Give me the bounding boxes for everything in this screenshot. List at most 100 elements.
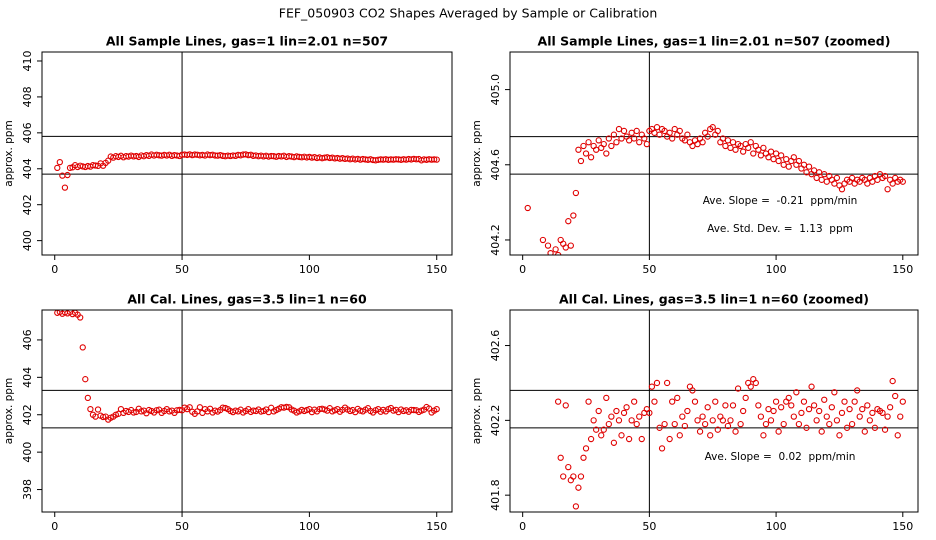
point — [575, 146, 582, 153]
y-tick-label: 401.8 — [489, 479, 502, 511]
point — [727, 417, 734, 424]
point — [587, 435, 595, 443]
x-tick-label: 0 — [519, 520, 526, 533]
point — [651, 398, 658, 405]
point — [831, 389, 838, 396]
point — [176, 406, 183, 414]
plot-area — [510, 52, 918, 255]
point — [600, 140, 607, 148]
point — [585, 398, 592, 405]
x-tick-label: 50 — [175, 520, 189, 533]
point — [892, 392, 899, 400]
point — [567, 242, 574, 249]
point — [780, 420, 787, 428]
point — [750, 150, 757, 157]
point — [790, 154, 797, 161]
point — [897, 413, 904, 420]
point — [823, 413, 830, 420]
point — [788, 402, 795, 409]
y-axis-label: approx. ppm — [3, 378, 15, 444]
point — [666, 129, 673, 136]
point — [747, 139, 754, 146]
y-tick-label: 404 — [21, 367, 34, 388]
point — [778, 404, 785, 411]
point — [554, 398, 562, 405]
point — [625, 435, 633, 443]
point — [674, 394, 681, 402]
y-axis-label: approx. ppm — [471, 120, 483, 186]
point — [600, 426, 607, 433]
point — [130, 409, 137, 416]
panel: All Sample Lines, gas=1 lin=2.01 n=507 ap… — [3, 34, 453, 276]
point — [656, 424, 663, 431]
point — [605, 135, 612, 142]
point — [656, 131, 663, 138]
panel: All Cal. Lines, gas=3.5 lin=1 n=60 approx… — [3, 292, 453, 533]
point — [843, 424, 851, 431]
point — [884, 186, 891, 193]
point — [562, 402, 569, 409]
y-tick-label: 406 — [21, 122, 34, 143]
point — [433, 156, 440, 163]
point — [603, 394, 610, 402]
y-tick-label: 404 — [21, 158, 34, 179]
panel-title: All Sample Lines, gas=1 lin=2.01 n=507 — [106, 34, 388, 49]
x-tick-label: 100 — [766, 520, 787, 533]
point — [805, 163, 813, 170]
point — [570, 212, 577, 219]
point — [899, 178, 906, 185]
plot-area — [510, 310, 918, 512]
point — [605, 420, 612, 428]
point — [871, 424, 879, 431]
point — [54, 164, 61, 172]
point — [714, 426, 721, 433]
x-tick-label: 150 — [426, 520, 447, 533]
point — [636, 413, 643, 420]
point — [790, 413, 797, 420]
point — [826, 420, 833, 428]
point — [696, 428, 704, 435]
point — [704, 404, 711, 411]
point — [709, 417, 716, 424]
point — [643, 140, 650, 148]
y-tick-label: 402.2 — [489, 405, 502, 437]
point — [544, 242, 552, 249]
point — [739, 148, 747, 155]
point — [557, 454, 564, 461]
point — [613, 139, 620, 146]
point — [676, 432, 683, 439]
point — [762, 420, 770, 428]
point — [575, 484, 582, 491]
point — [580, 454, 587, 461]
x-tick-label: 150 — [426, 263, 447, 276]
x-tick-label: 50 — [175, 263, 189, 276]
point — [899, 398, 906, 405]
point — [79, 344, 86, 351]
point — [866, 417, 874, 424]
point — [641, 135, 648, 142]
y-tick-label: 404.2 — [489, 224, 502, 256]
y-tick-label: 408 — [21, 86, 34, 107]
y-tick-label: 400 — [21, 442, 34, 463]
point — [795, 420, 803, 428]
point — [828, 404, 835, 411]
point — [712, 398, 719, 405]
point — [613, 407, 620, 415]
point — [633, 420, 640, 428]
y-axis-label: approx. ppm — [3, 120, 15, 186]
plot-frame — [41, 51, 453, 256]
point — [61, 184, 69, 191]
point — [742, 394, 749, 402]
point — [836, 432, 843, 439]
y-axis-label: approx. ppm — [471, 378, 483, 444]
point — [767, 417, 775, 424]
point — [610, 439, 618, 446]
point — [757, 413, 765, 420]
point — [620, 409, 628, 417]
point — [638, 435, 645, 443]
y-tick-label: 398 — [21, 479, 34, 500]
x-tick-label: 0 — [519, 263, 526, 276]
point — [283, 403, 290, 411]
